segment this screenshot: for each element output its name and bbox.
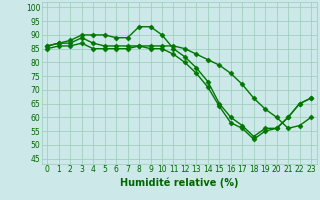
X-axis label: Humidité relative (%): Humidité relative (%) [120,177,238,188]
